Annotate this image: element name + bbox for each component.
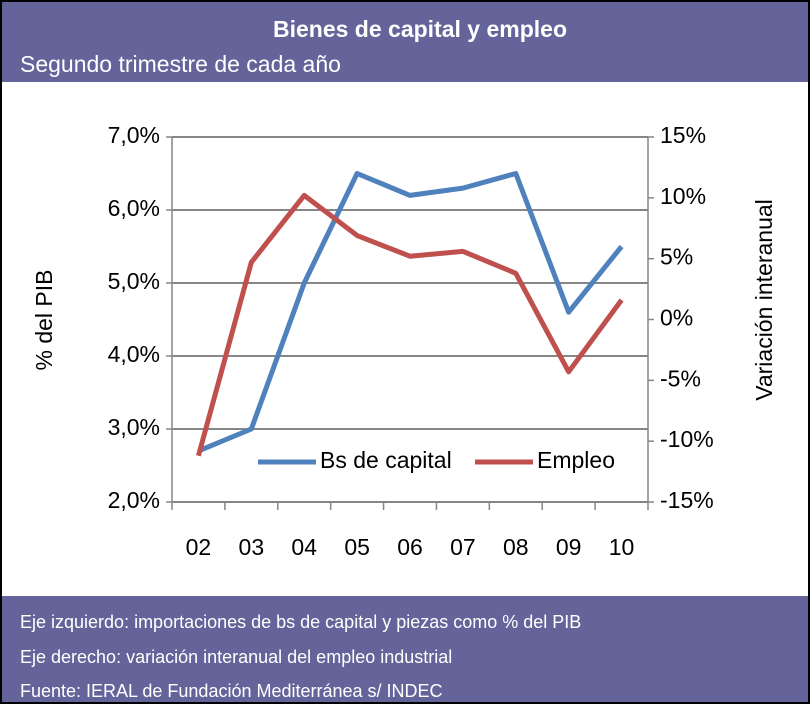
footer-band [0, 596, 810, 704]
x-tick-label: 08 [503, 534, 529, 560]
y2-tick-label: -10% [660, 426, 714, 452]
note: Eje izquierdo: importaciones de bs de ca… [20, 612, 581, 632]
y-axis-label: % del PIB [31, 270, 57, 371]
y-tick-label: 7,0% [108, 122, 160, 148]
y-tick-label: 2,0% [108, 487, 160, 513]
x-tick-label: 05 [344, 534, 370, 560]
x-tick-label: 09 [556, 534, 582, 560]
x-tick-label: 03 [239, 534, 265, 560]
y-tick-label: 4,0% [108, 341, 160, 367]
x-tick-label: 02 [186, 534, 212, 560]
y2-tick-label: -5% [660, 365, 701, 391]
header-band [0, 0, 810, 82]
x-tick-label: 07 [450, 534, 476, 560]
series-line [197, 171, 624, 454]
y2-tick-label: -15% [660, 487, 714, 513]
note: Fuente: IERAL de Fundación Mediterránea … [20, 681, 443, 701]
x-tick-label: 04 [291, 534, 317, 560]
legend-label: Empleo [537, 447, 615, 473]
x-tick-label: 06 [397, 534, 423, 560]
y-tick-label: 6,0% [108, 195, 160, 221]
y-tick-label: 5,0% [108, 268, 160, 294]
chart-title: Bienes de capital y empleo [273, 16, 567, 42]
y2-tick-label: 0% [660, 305, 693, 331]
y-tick-label: 3,0% [108, 414, 160, 440]
y2-axis-label: Variación interanual [751, 199, 777, 401]
chart-subtitle: Segundo trimestre de cada año [20, 51, 341, 77]
y2-tick-label: 10% [660, 183, 706, 209]
note: Eje derecho: variación interanual del em… [20, 647, 452, 667]
x-tick-label: 10 [609, 534, 635, 560]
y2-tick-label: 15% [660, 122, 706, 148]
y2-tick-label: 5% [660, 244, 693, 270]
legend-label: Bs de capital [320, 447, 452, 473]
series-line [196, 192, 624, 457]
